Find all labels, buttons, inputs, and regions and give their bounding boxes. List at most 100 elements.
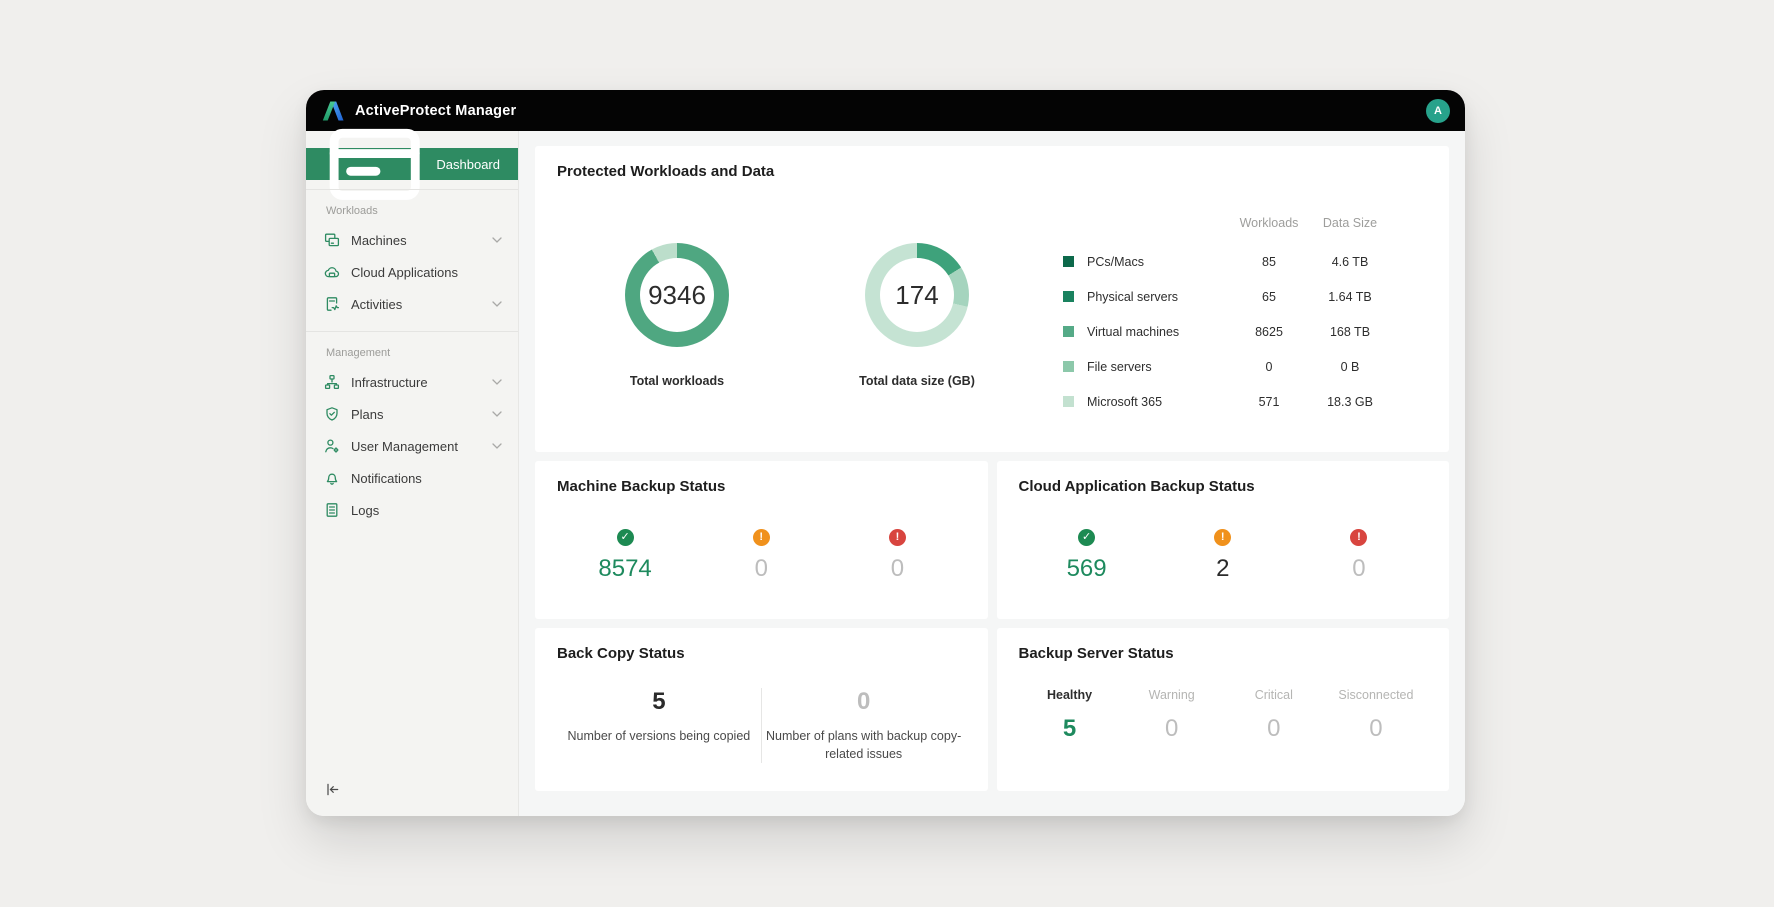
activities-icon bbox=[326, 297, 340, 311]
cloud-success-stat: ✓ 569 bbox=[1019, 529, 1155, 583]
legend-data-size: 18.3 GB bbox=[1327, 394, 1373, 409]
sidebar-item-label: Dashboard bbox=[436, 156, 500, 172]
legend-workloads: 65 bbox=[1262, 289, 1276, 304]
error-circle-icon: ! bbox=[1350, 529, 1368, 546]
legend-header-data-size: Data Size bbox=[1322, 216, 1378, 230]
server-healthy-stat: Healthy 5 bbox=[1019, 688, 1121, 743]
server-warning-stat: Warning 0 bbox=[1121, 688, 1223, 743]
card-title: Back Copy Status bbox=[557, 645, 685, 662]
sidebar: Dashboard Workloads Machines Cloud Appli bbox=[306, 129, 519, 816]
versions-being-copied-stat: 5 Number of versions being copied bbox=[557, 688, 762, 764]
table-row: PCs/Macs 85 4.6 TB bbox=[1063, 244, 1393, 279]
machine-success-count: 8574 bbox=[598, 555, 652, 582]
sidebar-item-activities[interactable]: Activities bbox=[306, 288, 518, 320]
sidebar-item-label: Notifications bbox=[351, 470, 422, 486]
machine-error-count: 0 bbox=[890, 555, 905, 582]
sidebar-item-cloud-applications[interactable]: Cloud Applications bbox=[306, 256, 518, 288]
card-title: Backup Server Status bbox=[1018, 645, 1174, 662]
sidebar-item-label: Plans bbox=[351, 406, 384, 422]
legend-name: PCs/Macs bbox=[1087, 254, 1144, 269]
server-disconnected-count: 0 bbox=[1369, 715, 1383, 742]
error-circle-icon: ! bbox=[888, 529, 906, 546]
versions-being-copied-label: Number of versions being copied bbox=[567, 729, 751, 743]
sidebar-divider bbox=[306, 331, 518, 332]
legend-workloads: 571 bbox=[1258, 394, 1280, 409]
sidebar-collapse-button[interactable] bbox=[325, 782, 340, 802]
collapse-arrow-icon bbox=[327, 783, 339, 796]
legend-swatch bbox=[1063, 255, 1074, 267]
notifications-bell-icon bbox=[326, 473, 338, 485]
cloud-error-count: 0 bbox=[1352, 555, 1366, 582]
legend-workloads: 8625 bbox=[1255, 324, 1283, 339]
server-warning-count: 0 bbox=[1165, 715, 1179, 742]
server-critical-stat: Critical 0 bbox=[1223, 688, 1325, 743]
sidebar-item-label: Logs bbox=[351, 502, 380, 518]
card-title: Protected Workloads and Data bbox=[557, 163, 775, 180]
legend-workloads: 85 bbox=[1262, 254, 1276, 269]
total-workloads-value: 9346 bbox=[648, 279, 706, 310]
sidebar-section-management: Management bbox=[326, 347, 391, 359]
backup-server-status-card: Backup Server Status Healthy 5 Warning 0… bbox=[996, 628, 1449, 791]
sidebar-section-workloads: Workloads bbox=[326, 205, 378, 217]
sidebar-item-label: Machines bbox=[351, 232, 407, 248]
machine-warning-stat: ! 0 bbox=[693, 529, 829, 583]
machine-error-stat: ! 0 bbox=[829, 529, 965, 583]
server-disconnected-label: Sisconnected bbox=[1338, 688, 1414, 702]
warning-circle-icon: ! bbox=[1214, 529, 1232, 546]
sidebar-item-plans[interactable]: Plans bbox=[306, 398, 518, 430]
plans-icon bbox=[326, 407, 338, 421]
machine-success-stat: ✓ 8574 bbox=[557, 529, 693, 583]
server-healthy-label: Healthy bbox=[1046, 688, 1093, 702]
cloud-warning-stat: ! 2 bbox=[1155, 529, 1291, 583]
sidebar-item-logs[interactable]: Logs bbox=[306, 494, 518, 526]
check-circle-icon: ✓ bbox=[616, 529, 634, 546]
cloud-error-stat: ! 0 bbox=[1291, 529, 1427, 583]
table-row: Microsoft 365 571 18.3 GB bbox=[1063, 384, 1393, 419]
user-management-icon bbox=[325, 439, 339, 453]
legend-workloads: 0 bbox=[1265, 359, 1273, 374]
plans-with-issues-label: Number of plans with backup copy-related… bbox=[766, 729, 962, 762]
legend-swatch bbox=[1063, 290, 1074, 302]
machines-icon bbox=[324, 233, 340, 247]
sidebar-item-machines[interactable]: Machines bbox=[306, 224, 518, 256]
card-title: Cloud Application Backup Status bbox=[1018, 478, 1255, 495]
chevron-down-icon bbox=[492, 443, 502, 449]
chevron-down-icon bbox=[492, 237, 502, 243]
total-data-size-label: Total data size (GB) bbox=[859, 374, 975, 388]
infrastructure-icon bbox=[324, 374, 340, 390]
protected-workloads-card: Protected Workloads and Data 9346 Total … bbox=[535, 146, 1449, 452]
sidebar-item-dashboard[interactable]: Dashboard bbox=[306, 129, 518, 201]
main-content: Protected Workloads and Data 9346 Total … bbox=[519, 131, 1465, 816]
user-avatar[interactable]: A bbox=[1426, 98, 1450, 123]
total-data-size-donut-block: 174 Total data size (GB) bbox=[797, 216, 1037, 388]
chevron-down-icon bbox=[492, 379, 502, 385]
logs-icon bbox=[326, 503, 338, 517]
server-critical-label: Critical bbox=[1254, 688, 1293, 702]
server-healthy-count: 5 bbox=[1062, 715, 1077, 742]
warning-circle-icon: ! bbox=[752, 529, 770, 546]
cloud-warning-count: 2 bbox=[1216, 555, 1230, 582]
legend-data-size: 168 TB bbox=[1329, 324, 1371, 339]
cloud-application-backup-status-card: Cloud Application Backup Status ✓ 569 ! … bbox=[996, 461, 1449, 619]
card-title: Machine Backup Status bbox=[557, 478, 726, 495]
sidebar-item-label: Activities bbox=[351, 296, 403, 312]
back-copy-status-card: Back Copy Status 5 Number of versions be… bbox=[535, 628, 988, 791]
legend-name: Virtual machines bbox=[1087, 324, 1180, 339]
legend-name: File servers bbox=[1087, 359, 1152, 374]
total-workloads-donut-chart: 9346 bbox=[625, 243, 729, 347]
cloud-applications-icon bbox=[324, 267, 340, 278]
sidebar-item-label: Infrastructure bbox=[351, 374, 428, 390]
sidebar-item-user-management[interactable]: User Management bbox=[306, 430, 518, 462]
plans-with-issues-count: 0 bbox=[856, 688, 871, 715]
chevron-down-icon bbox=[492, 411, 502, 417]
table-row: Virtual machines 8625 168 TB bbox=[1063, 314, 1393, 349]
legend-name: Physical servers bbox=[1087, 289, 1178, 304]
server-disconnected-stat: Sisconnected 0 bbox=[1325, 688, 1427, 743]
sidebar-item-infrastructure[interactable]: Infrastructure bbox=[306, 366, 518, 398]
cloud-success-count: 569 bbox=[1066, 555, 1107, 582]
server-warning-label: Warning bbox=[1148, 688, 1195, 702]
legend-name: Microsoft 365 bbox=[1087, 394, 1163, 409]
sidebar-item-notifications[interactable]: Notifications bbox=[306, 462, 518, 494]
legend-data-size: 1.64 TB bbox=[1328, 289, 1372, 304]
total-workloads-label: Total workloads bbox=[629, 374, 725, 388]
